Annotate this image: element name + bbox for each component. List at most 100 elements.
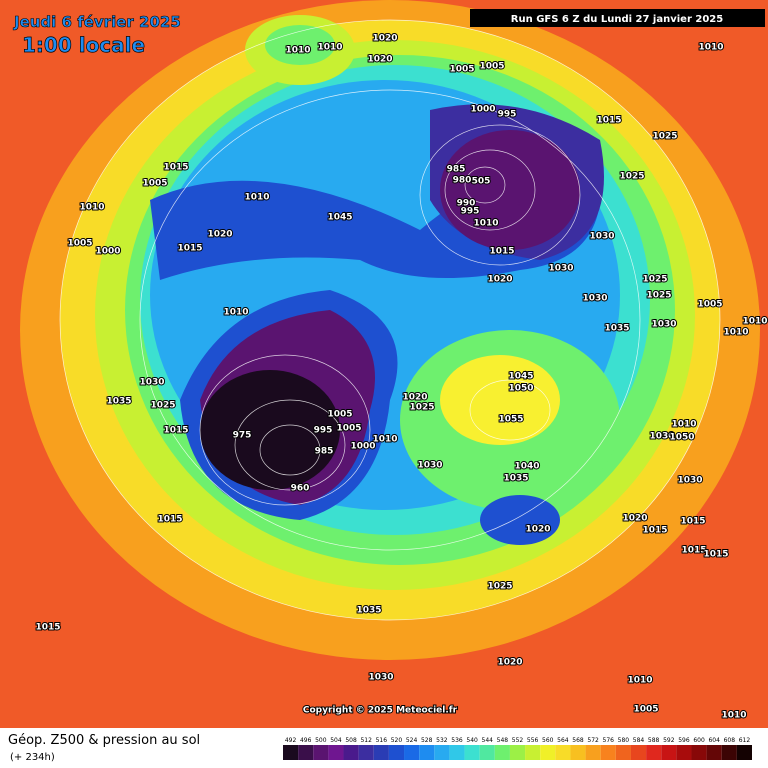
scale-swatch: [555, 745, 571, 760]
isobar-label: 1020: [207, 230, 232, 240]
isobar-label: 1020: [622, 514, 647, 524]
scale-label: 512: [360, 737, 372, 744]
scale-label: 576: [603, 737, 615, 744]
scale-swatch: [646, 745, 662, 760]
isobar-label: 1025: [487, 582, 512, 592]
isobar-label: 995: [461, 207, 480, 217]
color-scale: 492 496 500 504 508 512 516 520 524 528 532 536 540 5…: [283, 737, 752, 760]
scale-swatch: [464, 745, 480, 760]
isobar-label: 1030: [677, 476, 702, 486]
isobar-label: 1035: [106, 397, 131, 407]
scale-swatch: [479, 745, 495, 760]
isobar-label: 1020: [497, 658, 522, 668]
isobar-label: 1005: [327, 410, 352, 420]
isobar-label: 1010: [79, 203, 104, 213]
isobar-label: 1040: [514, 462, 539, 472]
isobar-label: 1010: [223, 308, 248, 318]
isobar-label: 1025: [150, 401, 175, 411]
scale-swatch: [676, 745, 692, 760]
isobar-label: 1030: [548, 264, 573, 274]
scale-label: 508: [345, 737, 357, 744]
scale-swatch: [494, 745, 510, 760]
scale-swatch: [358, 745, 374, 760]
isobar-label: 1020: [402, 393, 427, 403]
isobar-label: 1005: [479, 62, 504, 72]
scale-label: 552: [512, 737, 524, 744]
isobar-label: 1005: [142, 179, 167, 189]
isobar-label: 1015: [163, 426, 188, 436]
isobar-label: 1030: [417, 461, 442, 471]
scale-label: 568: [572, 737, 584, 744]
footer-title: Géop. Z500 & pression au sol: [8, 733, 200, 748]
isobar-label: 1025: [646, 291, 671, 301]
isobar-label: 1025: [409, 403, 434, 413]
scale-label: 564: [557, 737, 569, 744]
scale-label: 584: [633, 737, 645, 744]
isobar-label: 1050: [508, 384, 533, 394]
scale-label: 496: [300, 737, 312, 744]
scale-swatch: [283, 745, 299, 760]
scale-swatch: [509, 745, 526, 760]
forecast-date: Jeudi 6 février 2025: [13, 13, 181, 31]
isobar-label: 1055: [498, 415, 523, 425]
scale-swatch: [343, 745, 359, 760]
scale-swatch: [615, 745, 631, 760]
isobar-label: 1010: [372, 435, 397, 445]
isobar-label: 1030: [139, 378, 164, 388]
scale-label: 520: [391, 737, 403, 744]
isobar-label: 1005: [697, 300, 722, 310]
scale-swatch: [313, 745, 329, 760]
isobar-label: 1015: [703, 550, 728, 560]
isobar-label: 995: [498, 110, 517, 120]
scale-swatch: [706, 745, 722, 760]
isobar-label: 985: [315, 447, 334, 457]
isobar-label: 1015: [157, 515, 182, 525]
isobar-label: 1010: [698, 43, 723, 53]
scale-swatch: [388, 745, 405, 760]
isobar-label: 1025: [619, 172, 644, 182]
scale-swatch: [691, 745, 707, 760]
scale-swatch: [434, 745, 450, 760]
run-banner: [470, 9, 765, 27]
isobar-label: 1030: [582, 294, 607, 304]
scale-swatch: [540, 745, 556, 760]
isobar-label: 1020: [487, 275, 512, 285]
isobar-label: 1005: [449, 65, 474, 75]
isobar-label: 1035: [604, 324, 629, 334]
isobar-label: 1045: [508, 372, 533, 382]
isobar-label: 960: [291, 484, 310, 494]
scale-swatch: [661, 745, 677, 760]
isobar-label: 1030: [651, 320, 676, 330]
scale-swatch: [419, 745, 435, 760]
isobar-label: 1005: [67, 239, 92, 249]
scale-swatch: [525, 745, 541, 760]
isobar-label: 1020: [525, 525, 550, 535]
isobar-label: 1010: [317, 43, 342, 53]
scale-label: 504: [330, 737, 342, 744]
isobar-label: 1025: [652, 132, 677, 142]
scale-swatch: [449, 745, 465, 760]
scale-swatch: [298, 745, 314, 760]
forecast-time: 1:00 locale: [22, 33, 145, 57]
isobar-label: 1010: [473, 219, 498, 229]
isobar-label: 1010: [627, 676, 652, 686]
scale-label: 572: [587, 737, 599, 744]
scale-label: 592: [663, 737, 675, 744]
isobar-label: 1015: [35, 623, 60, 633]
scale-label: 544: [482, 737, 494, 744]
scale-label: 548: [497, 737, 509, 744]
isobar-label: 1010: [244, 193, 269, 203]
isobar-label: 1015: [680, 517, 705, 527]
isobar-label: 1010: [742, 317, 767, 327]
scale-swatch: [736, 745, 752, 760]
scale-label: 612: [739, 737, 751, 744]
run-info: Run GFS 6 Z du Lundi 27 janvier 2025: [511, 14, 723, 25]
isobar-label: 1000: [95, 247, 120, 257]
scale-label: 596: [678, 737, 690, 744]
isobar-label: 1030: [589, 232, 614, 242]
isobar-label: 1005: [336, 424, 361, 434]
isobar-label: 1030: [649, 432, 674, 442]
isobar-label: 1015: [642, 526, 667, 536]
scale-label: 492: [285, 737, 297, 744]
